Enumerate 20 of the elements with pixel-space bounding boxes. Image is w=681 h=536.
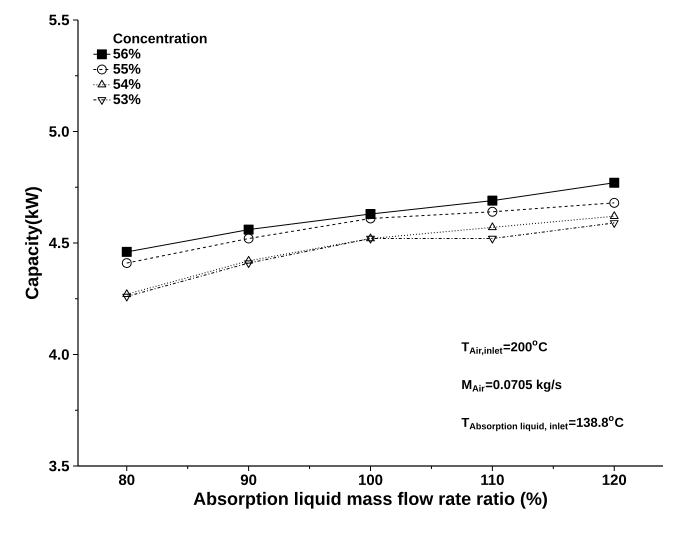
y-tick-label: 5.0: [49, 126, 69, 137]
annotation: $\textbf{T}_{\textbf{Air,inlet}}\textbf{=200}^{\textbf{o}}\textbf{C}$: [462, 340, 548, 356]
x-tick-label: 120: [602, 474, 626, 486]
y-axis-title: Capacity(kW): [25, 187, 42, 300]
legend-title: Concentration: [113, 33, 207, 44]
x-tick-label: 90: [240, 474, 256, 486]
y-tick-label: 3.5: [49, 460, 70, 472]
annotation: $\textbf{M}_{\textbf{Air}}\textbf{=0.0705 kg/s}$: [462, 380, 562, 392]
y-tick-label: 4.5: [48, 238, 70, 248]
legend-label: 54%: [113, 79, 140, 89]
legend-label: 55%: [113, 64, 140, 74]
legend-label: 53%: [113, 94, 140, 104]
legend-label: 56%: [113, 48, 140, 59]
annotation: $\textbf{T}_{\textbf{Absorption liquid, inlet}}\textbf{=138.8}^{\textbf{o}}\textbf{C}$: [462, 416, 624, 432]
y-tick-label: 5.5: [49, 14, 70, 26]
x-axis-title: Absorption liquid mass flow rate ratio (%): [194, 492, 547, 509]
x-tick-label: 110: [481, 474, 504, 486]
x-tick-label: 80: [118, 474, 134, 486]
y-tick-label: 4.0: [48, 349, 69, 360]
x-tick-label: 100: [358, 474, 382, 486]
